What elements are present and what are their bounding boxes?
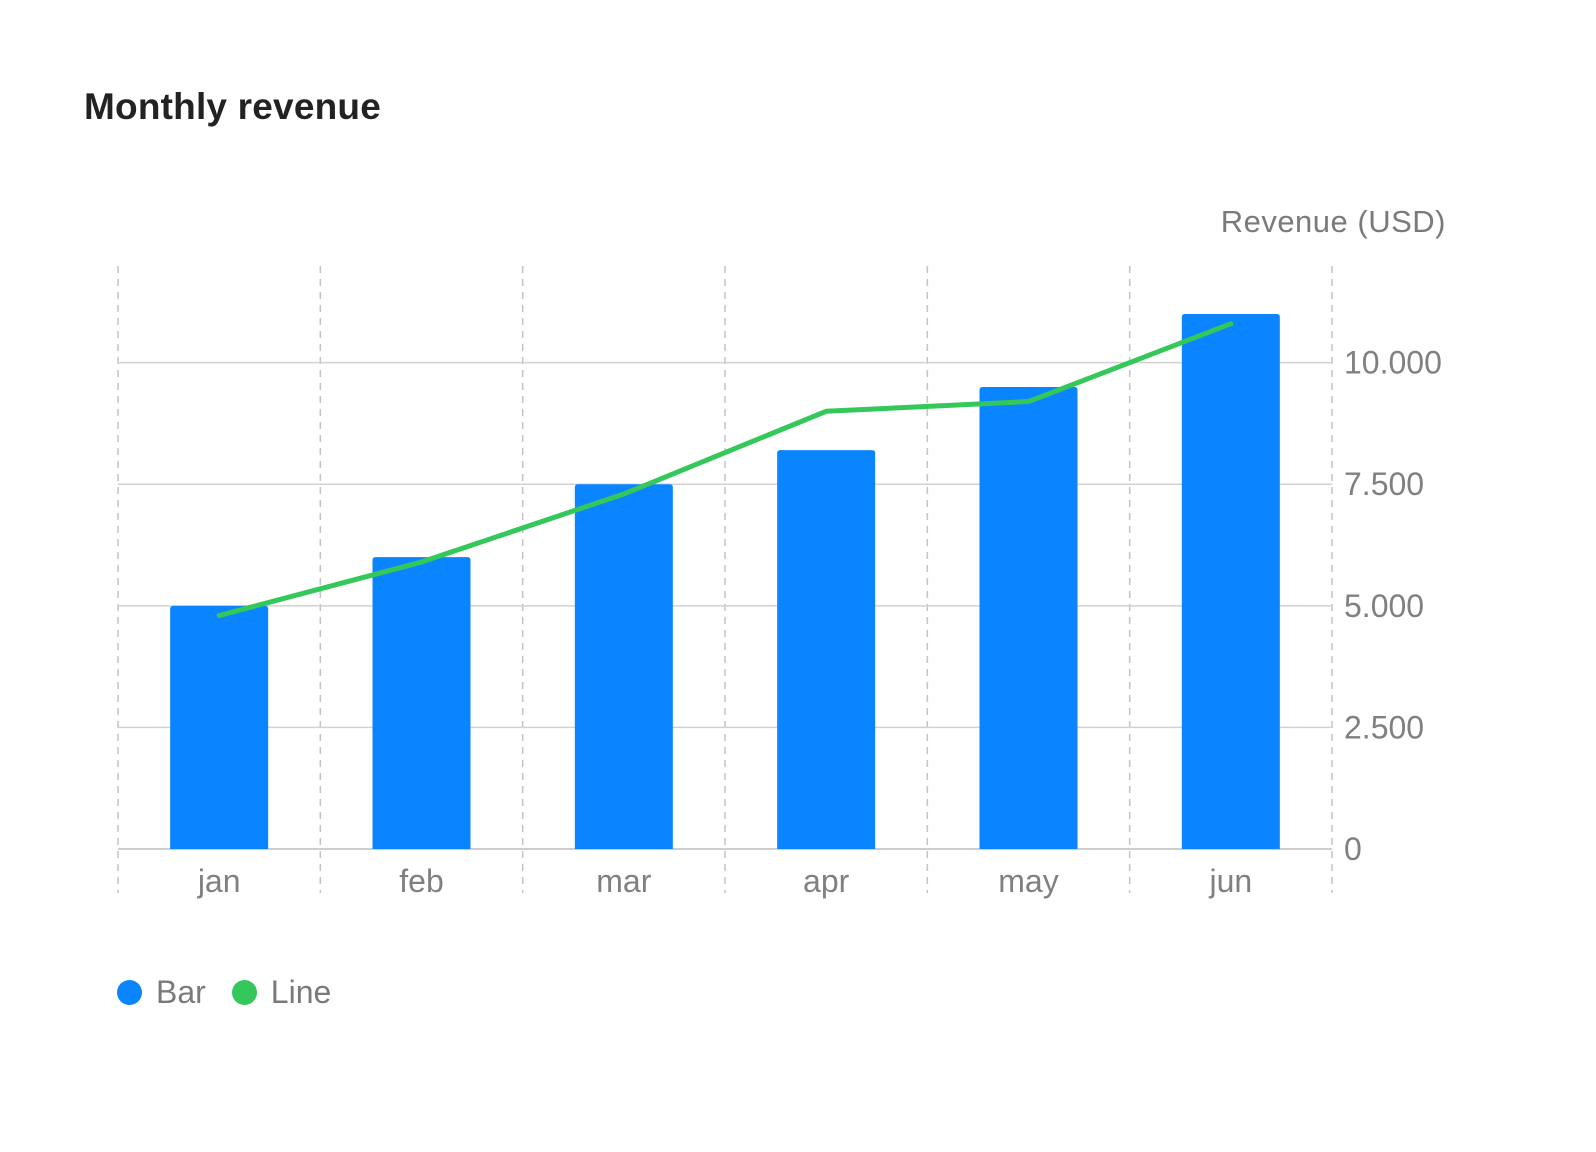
legend: Bar Line (117, 974, 357, 1011)
bar-series (170, 314, 1280, 849)
legend-label-line: Line (270, 974, 332, 1010)
y-tick-label: 2.500 (1344, 709, 1424, 745)
bar-jun (1181, 314, 1280, 849)
bar-jan (170, 605, 269, 849)
bar-apr (777, 450, 876, 849)
axes: 0 2.500 5.000 7.500 10.000 jan feb mar apr may jun (197, 345, 1442, 899)
y-tick-label: 10.000 (1344, 345, 1442, 381)
line-path (216, 321, 1234, 619)
bar-mar (574, 484, 673, 849)
chart-title: Monthly revenue (84, 86, 381, 127)
bar-feb (372, 557, 471, 849)
x-tick-label: apr (803, 863, 850, 899)
legend-label-bar: Bar (156, 974, 206, 1010)
line-series (216, 321, 1234, 619)
legend-item-bar[interactable]: Bar (117, 974, 206, 1011)
y-axis-title: Revenue (USD) (1221, 204, 1446, 239)
legend-swatch-line (231, 980, 257, 1005)
bar-may (979, 386, 1078, 849)
x-tick-label: mar (596, 863, 651, 899)
x-tick-label: jun (1208, 863, 1252, 899)
x-tick-label: may (998, 863, 1058, 899)
y-tick-label: 5.000 (1344, 588, 1424, 624)
legend-swatch-bar (117, 980, 142, 1005)
legend-item-line[interactable]: Line (231, 974, 332, 1011)
y-tick-label: 0 (1344, 831, 1362, 867)
x-tick-label: jan (197, 863, 241, 899)
y-tick-label: 7.500 (1344, 466, 1424, 502)
grid (117, 266, 1333, 893)
x-tick-label: feb (399, 863, 443, 899)
